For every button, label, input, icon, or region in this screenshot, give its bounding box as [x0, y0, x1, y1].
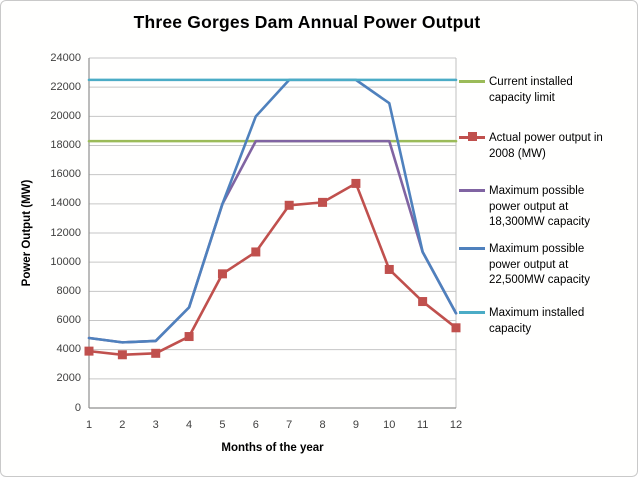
x-tick-label: 9: [352, 419, 359, 431]
y-tick-label: 2000: [56, 372, 81, 385]
legend-key-line: [459, 80, 485, 83]
legend-item: Actual power output in 2008 (MW): [457, 131, 637, 162]
y-tick-label: 0: [74, 401, 81, 414]
data-point-marker: [318, 197, 328, 207]
data-point-marker: [117, 350, 127, 360]
y-tick-label: 24000: [50, 51, 81, 64]
x-tick-label: 6: [252, 419, 259, 431]
data-point-marker: [84, 346, 94, 356]
data-point-marker: [151, 348, 161, 358]
legend-key-line: [459, 189, 485, 192]
x-tick-label: 11: [416, 419, 429, 431]
legend-key-line: [459, 311, 485, 314]
data-point-marker: [451, 323, 461, 333]
legend-item-label: Maximum possible power output at 22,500M…: [489, 243, 590, 286]
data-point-marker: [184, 332, 194, 342]
y-tick-label: 14000: [50, 197, 81, 210]
legend-item: Maximum possible power output at 18,300M…: [457, 184, 637, 231]
legend-item-label: Maximum possible power output at 18,300M…: [489, 185, 590, 228]
x-tick-label: 3: [152, 419, 159, 431]
data-point-marker: [351, 178, 361, 188]
data-point-marker: [284, 200, 294, 210]
data-point-marker: [418, 297, 428, 307]
chart-title: Three Gorges Dam Annual Power Output: [133, 12, 481, 32]
series-line-2: [87, 139, 458, 344]
data-point-marker: [217, 269, 227, 279]
legend-item-label: Current installed capacity limit: [489, 76, 573, 104]
legend-key-marker: [468, 132, 477, 141]
data-point-marker: [251, 247, 261, 257]
legend-item-label: Actual power output in 2008 (MW): [489, 132, 603, 160]
y-tick-label: 16000: [50, 168, 81, 181]
y-tick-label: 20000: [50, 109, 81, 122]
y-tick-label: 6000: [56, 314, 81, 326]
y-tick-label: 10000: [50, 255, 81, 268]
series-line-3: [87, 78, 458, 344]
y-tick-label: 18000: [50, 139, 81, 151]
x-tick-label: 5: [219, 419, 226, 431]
x-axis-title: Months of the year: [221, 442, 324, 454]
x-tick-label: 1: [85, 419, 93, 431]
data-point-marker: [384, 264, 394, 274]
x-tick-label: 4: [186, 419, 193, 431]
x-tick-label: 2: [119, 419, 126, 431]
x-tick-label: 10: [383, 419, 396, 431]
legend-item: Maximum possible power output at 22,500M…: [457, 242, 637, 289]
legend-item: Maximum installed capacity: [457, 306, 637, 337]
series-line-1: [87, 182, 458, 357]
y-tick-label: 4000: [56, 343, 81, 356]
legend-item: Current installed capacity limit: [457, 75, 637, 106]
y-tick-label: 8000: [56, 284, 81, 297]
x-tick-label: 8: [319, 419, 326, 431]
x-tick-label: 12: [449, 419, 463, 431]
y-tick-label: 22000: [50, 80, 81, 93]
legend-item-label: Maximum installed capacity: [489, 307, 585, 335]
y-tick-label: 12000: [50, 226, 81, 239]
legend-key-line: [459, 247, 485, 250]
x-tick-label: 7: [286, 419, 293, 431]
